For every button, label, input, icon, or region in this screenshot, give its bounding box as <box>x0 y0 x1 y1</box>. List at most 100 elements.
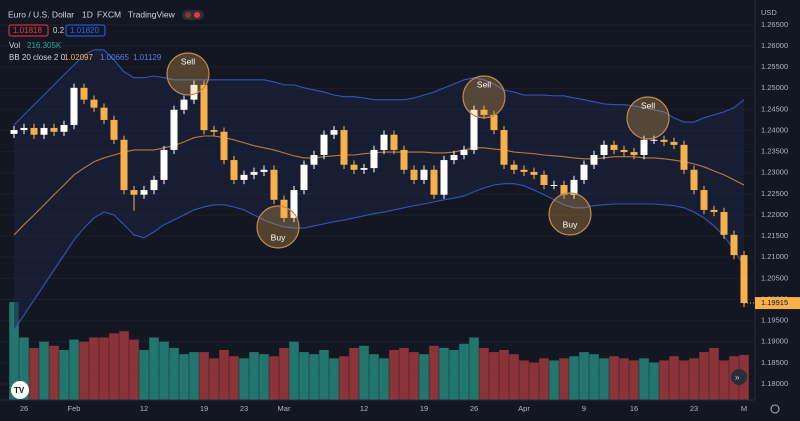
candle-body <box>380 134 388 150</box>
volume-bar <box>589 354 599 400</box>
candle-body <box>670 141 678 145</box>
volume-bar <box>169 347 179 400</box>
volume-bar <box>609 356 619 400</box>
candle-body <box>660 139 668 142</box>
candle-body <box>310 155 318 165</box>
candle-body <box>190 84 198 100</box>
volume-bar <box>469 337 479 400</box>
volume-bar <box>59 350 69 400</box>
scroll-button[interactable]: » <box>731 369 747 385</box>
volume-bar <box>409 352 419 400</box>
volume-bar <box>209 358 219 400</box>
candle-body <box>720 212 728 235</box>
y-tick-label: 1.23500 <box>761 147 788 156</box>
candle-body <box>460 149 468 155</box>
volume-bar <box>159 341 169 400</box>
status-dot <box>194 12 200 18</box>
volume-bar <box>99 337 109 400</box>
volume-bar <box>699 352 709 400</box>
plot-area <box>0 24 755 400</box>
buy-box[interactable] <box>65 24 106 37</box>
candle-body <box>490 114 498 131</box>
signal-label: Buy <box>563 219 578 229</box>
candle-body <box>320 134 328 155</box>
bb-middle-line <box>13 135 745 236</box>
volume-bar <box>649 362 659 400</box>
volume-bar <box>539 358 549 400</box>
candle-body <box>30 127 38 135</box>
x-tick-label: 26 <box>20 404 28 413</box>
volume-bar <box>119 331 129 400</box>
volume-bar <box>29 347 39 400</box>
volume-bar <box>79 341 89 400</box>
volume-bar <box>309 354 319 400</box>
candle-body <box>400 149 408 170</box>
volume-bar <box>319 350 329 400</box>
volume-bar <box>399 347 409 400</box>
volume-bar <box>199 352 209 400</box>
y-tick-label: 1.22000 <box>761 210 788 219</box>
volume-bar <box>9 302 19 400</box>
candle-body <box>20 127 28 131</box>
candle-body <box>370 149 378 169</box>
candle-body <box>170 109 178 150</box>
sell-box[interactable] <box>8 24 49 37</box>
buy-price: 1.01820 <box>70 26 99 35</box>
volume-bar <box>489 352 499 400</box>
candle-body <box>550 184 558 186</box>
volume-bar <box>599 358 609 400</box>
candle-body <box>280 199 288 218</box>
candle-body <box>420 169 428 180</box>
signal-label: Sell <box>181 56 195 66</box>
candle-body <box>580 164 588 180</box>
spread: 0.2 <box>53 26 65 35</box>
candle-body <box>410 169 418 180</box>
y-tick-label: 1.20500 <box>761 273 788 282</box>
volume-bar <box>449 350 459 400</box>
candle-body <box>50 127 58 132</box>
candle-body <box>80 87 88 100</box>
bb-lower-line <box>13 183 745 331</box>
candle-body <box>290 190 298 218</box>
volume-bar <box>709 347 719 400</box>
signal-label: Sell <box>477 79 491 89</box>
volume-bar <box>219 350 229 400</box>
candle-body <box>430 169 438 195</box>
volume-bar <box>329 358 339 400</box>
candle-body <box>150 179 158 191</box>
candle-body <box>160 149 168 180</box>
y-tick-label: 1.18500 <box>761 358 788 367</box>
y-tick-label: 1.19000 <box>761 337 788 346</box>
candle-body <box>90 99 98 108</box>
y-tick-label: 1.18000 <box>761 379 788 388</box>
candle-body <box>180 99 188 110</box>
candle-body <box>210 130 218 132</box>
x-tick-label: 9 <box>582 404 586 413</box>
volume-bar <box>349 347 359 400</box>
volume-bar <box>639 358 649 400</box>
candle-body <box>650 139 658 141</box>
x-tick-label: 12 <box>360 404 368 413</box>
volume-bar <box>529 362 539 400</box>
indicator-value: 1.02097 <box>64 53 93 62</box>
x-tick-label: 19 <box>420 404 428 413</box>
candle-body <box>560 184 568 195</box>
currency[interactable]: USD <box>761 8 777 17</box>
volume-bar <box>189 352 199 400</box>
volume-label: Vol <box>9 41 20 50</box>
volume-bar <box>259 354 269 400</box>
volume-bar <box>579 352 589 400</box>
y-tick-label: 1.24500 <box>761 104 788 113</box>
volume-bar <box>559 358 569 400</box>
signal-circle <box>548 192 592 236</box>
x-tick-label: 23 <box>690 404 698 413</box>
settings-icon[interactable] <box>770 404 780 414</box>
candle-body <box>620 149 628 153</box>
volume-bar <box>379 358 389 400</box>
candle-body <box>220 131 228 161</box>
x-tick-label: 16 <box>630 404 638 413</box>
indicator-value: 1.01129 <box>133 53 162 62</box>
volume-bar <box>479 347 489 400</box>
volume-bar <box>389 350 399 400</box>
